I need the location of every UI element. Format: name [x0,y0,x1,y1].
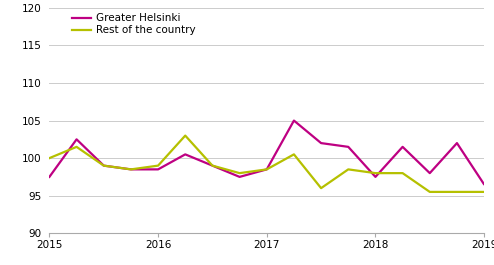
Greater Helsinki [318,142,324,145]
Greater Helsinki [264,168,270,171]
Legend: Greater Helsinki, Rest of the country: Greater Helsinki, Rest of the country [72,13,196,35]
Line: Rest of the country: Rest of the country [49,136,494,192]
Greater Helsinki [101,164,107,167]
Greater Helsinki [46,175,52,179]
Rest of the country [182,134,188,137]
Rest of the country [155,164,161,167]
Rest of the country [318,187,324,190]
Greater Helsinki [291,119,297,122]
Greater Helsinki [237,175,243,179]
Greater Helsinki [372,175,378,179]
Greater Helsinki [128,168,134,171]
Greater Helsinki [209,164,215,167]
Greater Helsinki [481,183,487,186]
Rest of the country [128,168,134,171]
Greater Helsinki [427,171,433,175]
Rest of the country [454,190,460,193]
Rest of the country [345,168,351,171]
Rest of the country [209,164,215,167]
Rest of the country [46,157,52,160]
Greater Helsinki [400,145,406,148]
Rest of the country [264,168,270,171]
Greater Helsinki [182,153,188,156]
Greater Helsinki [155,168,161,171]
Rest of the country [101,164,107,167]
Greater Helsinki [74,138,80,141]
Rest of the country [427,190,433,193]
Rest of the country [291,153,297,156]
Rest of the country [74,145,80,148]
Rest of the country [372,171,378,175]
Rest of the country [400,171,406,175]
Greater Helsinki [454,142,460,145]
Rest of the country [237,171,243,175]
Line: Greater Helsinki: Greater Helsinki [49,121,494,184]
Rest of the country [481,190,487,193]
Greater Helsinki [345,145,351,148]
